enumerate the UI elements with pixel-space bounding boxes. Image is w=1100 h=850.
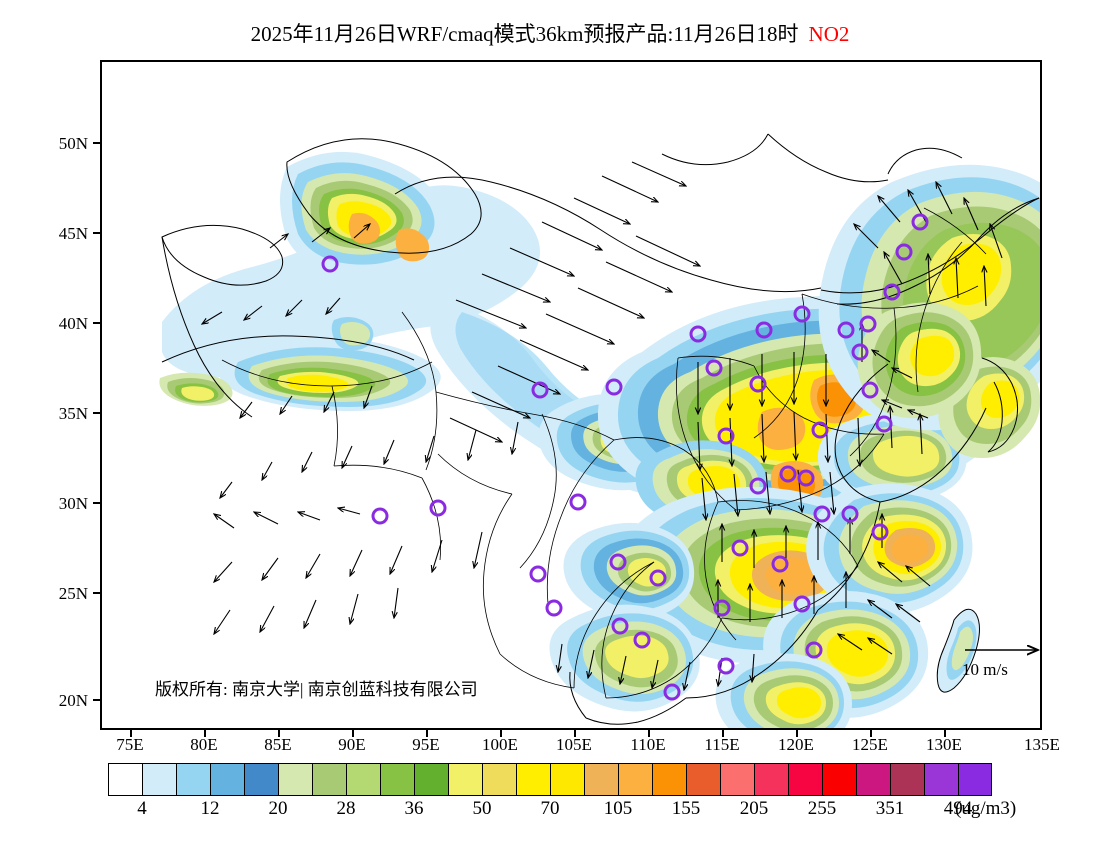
- x-tick-label: 75E: [116, 735, 144, 754]
- y-tick-mark: [93, 232, 100, 234]
- colorbar-tick-label: 155: [671, 798, 701, 819]
- colorbar-swatch: [754, 763, 788, 796]
- colorbar-tick-label: 12: [200, 798, 220, 819]
- x-tick-mark: [870, 730, 872, 737]
- wind-scale-legend: 10 m/s: [960, 640, 1070, 679]
- colorbar-swatch: [720, 763, 754, 796]
- x-tick-mark: [944, 730, 946, 737]
- colorbar-swatch: [142, 763, 176, 796]
- colorbar-swatch: [958, 763, 992, 796]
- colorbar-swatch: [686, 763, 720, 796]
- x-tick-mark: [278, 730, 280, 737]
- map-plot-area: [100, 60, 1042, 730]
- x-tick-mark: [648, 730, 650, 737]
- colorbar-swatch: [482, 763, 516, 796]
- colorbar-tick-label: 255: [807, 798, 837, 819]
- title-text: 2025年11月26日WRF/cmaq模式36km预报产品:11月26日18时: [250, 22, 799, 46]
- y-tick-label: 50N: [58, 134, 88, 153]
- y-tick-label: 45N: [58, 224, 88, 243]
- colorbar-swatch: [652, 763, 686, 796]
- colorbar-swatch: [244, 763, 278, 796]
- colorbar-swatch: [448, 763, 482, 796]
- x-tick-label: 95E: [412, 735, 440, 754]
- x-tick-label: 85E: [264, 735, 292, 754]
- colorbar-tick-label: 70: [540, 798, 560, 819]
- wind-reference-arrow-icon: [965, 640, 1050, 660]
- colorbar-swatch: [414, 763, 448, 796]
- x-tick-label: 105E: [556, 735, 592, 754]
- colorbar-tick-label: 50: [472, 798, 492, 819]
- colorbar-swatch: [890, 763, 924, 796]
- y-tick-mark: [93, 592, 100, 594]
- colorbar-tick-labels: 4 12 20 28 36 50 70 105 155 205 255 351 494: [0, 798, 1100, 822]
- colorbar-swatch: [584, 763, 618, 796]
- x-tick-mark: [722, 730, 724, 737]
- y-tick-label: 35N: [58, 404, 88, 423]
- colorbar-swatch: [788, 763, 822, 796]
- colorbar-tick-label: 205: [739, 798, 769, 819]
- colorbar-tick-label: 351: [875, 798, 905, 819]
- x-tick-mark: [352, 730, 354, 737]
- colorbar-tick-label: 4: [137, 798, 147, 819]
- colorbar-tick-label: 28: [336, 798, 356, 819]
- wind-scale-label: 10 m/s: [962, 660, 1008, 679]
- x-tick-label: 80E: [190, 735, 218, 754]
- colorbar-swatch: [346, 763, 380, 796]
- colorbar-swatch: [516, 763, 550, 796]
- title-species: NO2: [808, 22, 850, 46]
- colorbar-swatch: [210, 763, 244, 796]
- colorbar-swatch: [312, 763, 346, 796]
- y-tick-label: 20N: [58, 691, 88, 710]
- x-tick-mark: [204, 730, 206, 737]
- colorbar-swatch: [176, 763, 210, 796]
- x-tick-mark: [796, 730, 798, 737]
- colorbar-tick-label: 105: [603, 798, 633, 819]
- y-tick-label: 30N: [58, 494, 88, 513]
- page-title: 2025年11月26日WRF/cmaq模式36km预报产品:11月26日18时 N…: [0, 18, 1100, 48]
- y-tick-mark: [93, 142, 100, 144]
- x-tick-label: 120E: [778, 735, 814, 754]
- colorbar-swatch: [856, 763, 890, 796]
- colorbar-swatch: [822, 763, 856, 796]
- y-tick-mark: [93, 502, 100, 504]
- x-tick-mark: [130, 730, 132, 737]
- colorbar-swatch: [380, 763, 414, 796]
- copyright-notice: 版权所有: 南京大学| 南京创蓝科技有限公司: [155, 680, 478, 699]
- concentration-field: [159, 151, 1040, 728]
- x-tick-label: 110E: [630, 735, 666, 754]
- colorbar-swatch: [278, 763, 312, 796]
- colorbar-tick-label: 494: [943, 798, 973, 819]
- y-tick-mark: [93, 412, 100, 414]
- x-tick-label: 90E: [338, 735, 366, 754]
- colorbar-swatch: [924, 763, 958, 796]
- y-tick-label: 40N: [58, 314, 88, 333]
- x-tick-label: 135E: [1024, 735, 1060, 754]
- colorbar-unit-label: (ug/m3): [955, 798, 1017, 819]
- x-tick-mark: [426, 730, 428, 737]
- x-tick-label: 115E: [704, 735, 740, 754]
- x-tick-label: 125E: [852, 735, 888, 754]
- map-boundaries: [161, 133, 1040, 725]
- colorbar-swatch: [550, 763, 584, 796]
- x-tick-label: 130E: [926, 735, 962, 754]
- colorbar-swatch: [108, 763, 142, 796]
- map-canvas: [159, 133, 1040, 728]
- y-tick-mark: [93, 322, 100, 324]
- x-tick-label: 100E: [482, 735, 518, 754]
- colorbar-tick-label: 36: [404, 798, 424, 819]
- station-markers: [321, 213, 929, 701]
- colorbar: [108, 763, 992, 796]
- y-tick-label: 25N: [58, 584, 88, 603]
- x-tick-mark: [500, 730, 502, 737]
- colorbar-tick-label: 20: [268, 798, 288, 819]
- y-tick-mark: [93, 699, 100, 701]
- colorbar-swatch: [618, 763, 652, 796]
- x-tick-mark: [574, 730, 576, 737]
